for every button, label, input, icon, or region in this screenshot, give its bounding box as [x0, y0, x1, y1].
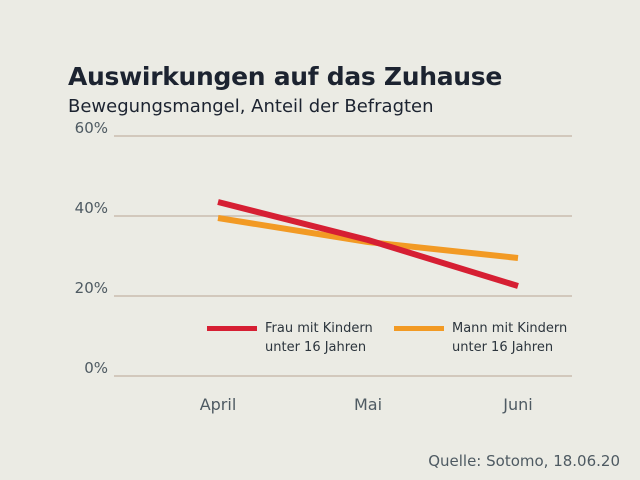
- legend-label-frau: Frau mit Kindern unter 16 Jahren: [265, 321, 373, 355]
- y-tick-label: 0%: [84, 359, 108, 377]
- legend-label-mann: Mann mit Kindern unter 16 Jahren: [452, 321, 568, 355]
- x-category-label: April: [200, 395, 237, 414]
- chart-subtitle: Bewegungsmangel, Anteil der Befragten: [68, 96, 434, 117]
- x-category-label: Mai: [354, 395, 382, 414]
- y-tick-label: 60%: [75, 119, 108, 137]
- series-line-frau: [217, 199, 519, 289]
- legend-swatch-mann: [394, 326, 444, 331]
- legend-swatch-frau: [207, 326, 257, 331]
- y-tick-label: 20%: [75, 279, 108, 297]
- chart-title: Auswirkungen auf das Zuhause: [68, 62, 503, 91]
- x-category-label: Juni: [502, 395, 532, 414]
- y-tick-label: 40%: [75, 199, 108, 217]
- source-note: Quelle: Sotomo, 18.06.20: [428, 452, 620, 470]
